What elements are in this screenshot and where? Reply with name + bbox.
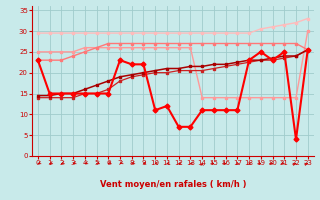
- X-axis label: Vent moyen/en rafales ( km/h ): Vent moyen/en rafales ( km/h ): [100, 180, 246, 189]
